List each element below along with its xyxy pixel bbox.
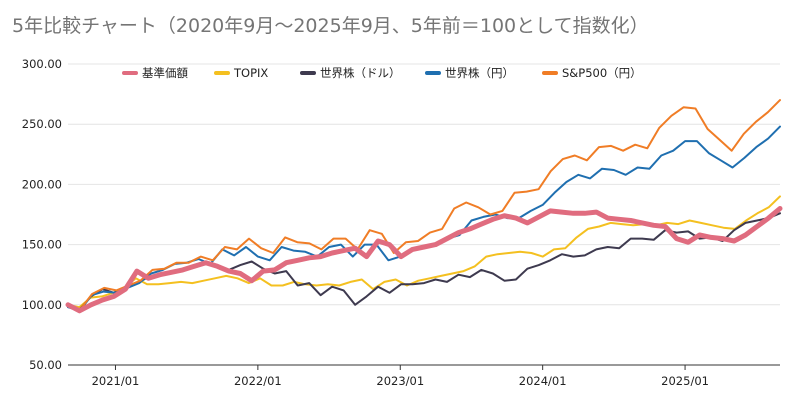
series-line-2 [67, 195, 781, 309]
x-tick-label: 2023/01 [376, 374, 424, 388]
legend-label: 世界株（ドル） [320, 66, 401, 80]
legend-label: 基準価額 [142, 66, 188, 80]
series-line-5 [67, 99, 781, 311]
x-axis-ticks: 2021/01 2022/01 2023/01 2024/01 2025/01 [92, 365, 709, 388]
legend-label: 世界株（円） [445, 66, 514, 80]
x-tick-label: 2024/01 [519, 374, 567, 388]
series-line-3 [67, 212, 781, 311]
y-axis-ticks: 50.00 100.00 150.00 200.00 250.00 300.00 [22, 57, 62, 372]
gridlines [68, 63, 780, 366]
y-tick-label: 250.00 [22, 117, 62, 131]
x-tick-label: 2021/01 [92, 374, 140, 388]
y-tick-label: 150.00 [22, 238, 62, 252]
x-tick-label: 2025/01 [661, 374, 709, 388]
legend-label: S&P500（円） [562, 66, 642, 80]
y-tick-label: 300.00 [22, 57, 62, 71]
series-lines [65, 99, 783, 314]
legend: 基準価額 TOPIX 世界株（ドル） 世界株（円） S&P500（円） [122, 66, 642, 80]
y-tick-label: 100.00 [22, 298, 62, 312]
chart-title: 5年比較チャート（2020年9月〜2025年9月、5年前＝100として指数化） [12, 15, 649, 37]
series-line-1 [65, 206, 783, 314]
y-tick-label: 200.00 [22, 177, 62, 191]
x-tick-label: 2022/01 [234, 374, 282, 388]
legend-label: TOPIX [233, 66, 268, 80]
y-tick-label: 50.00 [29, 358, 62, 372]
